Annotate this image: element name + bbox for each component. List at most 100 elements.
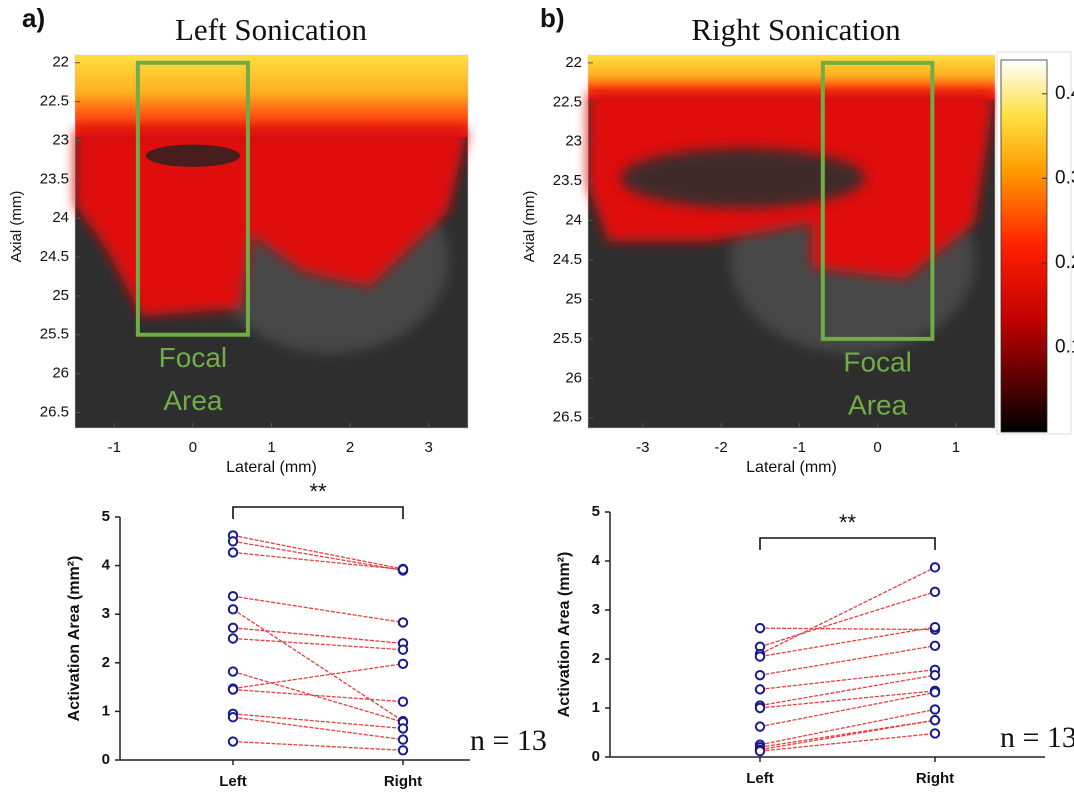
y-tick-label: 22.5 xyxy=(40,93,69,110)
y-tick-label: 24.5 xyxy=(40,248,69,265)
point xyxy=(399,735,407,743)
y-tick-label: 26 xyxy=(52,365,69,382)
y-tick-label: 23.5 xyxy=(40,170,69,187)
y-tick-label: 1 xyxy=(102,702,110,719)
point xyxy=(756,704,764,712)
pair-line xyxy=(760,646,935,675)
figure: FocalArea-101232222.52323.52424.52525.52… xyxy=(0,0,1074,793)
point xyxy=(931,671,939,679)
point xyxy=(229,605,237,613)
y-tick-label: 2 xyxy=(102,654,110,671)
point xyxy=(931,623,939,631)
focal-label: Focal xyxy=(159,342,227,373)
panel-label: a) xyxy=(22,3,45,33)
point xyxy=(229,537,237,545)
y-tick-label: 26.5 xyxy=(553,409,582,426)
pair-line xyxy=(233,742,403,751)
y-tick-label: 25 xyxy=(565,290,582,307)
pair-line xyxy=(233,609,403,721)
point xyxy=(229,737,237,745)
n-label: n = 13 xyxy=(470,724,547,757)
y-tick-label: 3 xyxy=(102,605,110,622)
point xyxy=(399,565,407,573)
x-tick-label: 0 xyxy=(189,439,197,456)
x-axis-label: Lateral (mm) xyxy=(746,459,837,476)
x-tick-label: 1 xyxy=(267,439,275,456)
y-tick-label: 4 xyxy=(102,557,111,574)
pair-line xyxy=(233,628,403,644)
x-tick-label: -1 xyxy=(793,439,806,456)
y-tick-label: 2 xyxy=(592,650,600,667)
pair-line xyxy=(760,628,935,629)
pair-line xyxy=(760,709,935,744)
significance-label: ** xyxy=(309,479,327,504)
pair-line xyxy=(760,592,935,647)
dark-patch xyxy=(146,145,240,167)
y-tick-label: 3 xyxy=(592,601,600,618)
point xyxy=(229,685,237,693)
chart-title: Right Sonication xyxy=(691,12,901,47)
pair-line xyxy=(760,627,935,656)
focal-label: Focal xyxy=(843,346,911,377)
y-tick-label: 25.5 xyxy=(40,326,69,343)
significance-bracket xyxy=(233,507,403,519)
y-axis-label: Axial (mm) xyxy=(8,191,25,263)
colorbar-tick-label: 0.2 xyxy=(1055,252,1074,273)
pair-line xyxy=(760,691,935,708)
focal-label: Area xyxy=(163,385,223,416)
significance-label: ** xyxy=(839,510,857,535)
point xyxy=(756,747,764,755)
point xyxy=(399,645,407,653)
point xyxy=(229,667,237,675)
point xyxy=(229,713,237,721)
point xyxy=(399,724,407,732)
pair-line xyxy=(233,541,403,570)
point xyxy=(229,592,237,600)
point xyxy=(399,618,407,626)
y-axis-label: Activation Area (mm²) xyxy=(66,556,83,722)
focal-label: Area xyxy=(848,389,908,420)
pair-line xyxy=(233,535,403,569)
y-tick-label: 1 xyxy=(592,699,600,716)
point xyxy=(229,548,237,556)
pair-line xyxy=(760,733,935,751)
x-axis-label: Lateral (mm) xyxy=(226,459,317,476)
pair-line xyxy=(233,552,403,569)
point xyxy=(931,729,939,737)
pair-line xyxy=(233,672,403,723)
significance-bracket xyxy=(760,538,935,550)
point xyxy=(399,660,407,668)
pair-line xyxy=(233,596,403,622)
y-tick-label: 22 xyxy=(52,54,69,71)
dark-patch xyxy=(621,148,865,208)
point xyxy=(931,563,939,571)
colorbar-tick-label: 0.3 xyxy=(1055,167,1074,188)
y-tick-label: 25.5 xyxy=(553,330,582,347)
point xyxy=(399,746,407,754)
pair-line xyxy=(233,639,403,650)
n-label: n = 13 xyxy=(1000,721,1074,754)
x-tick-label: 2 xyxy=(346,439,354,456)
y-tick-label: 4 xyxy=(592,552,601,569)
x-tick-label: Right xyxy=(384,773,422,790)
chart-title: Left Sonication xyxy=(175,12,367,47)
x-tick-label: -1 xyxy=(108,439,121,456)
x-tick-label: -3 xyxy=(636,439,649,456)
point xyxy=(931,642,939,650)
y-tick-label: 24 xyxy=(52,209,69,226)
activation-top xyxy=(75,55,468,137)
point xyxy=(931,716,939,724)
colorbar-tick-label: 0.4 xyxy=(1055,83,1074,104)
y-axis-label: Activation Area (mm²) xyxy=(556,552,573,718)
point xyxy=(931,688,939,696)
y-tick-label: 22.5 xyxy=(553,93,582,110)
y-tick-label: 24.5 xyxy=(553,251,582,268)
y-tick-label: 5 xyxy=(102,508,110,525)
pair-line xyxy=(760,720,935,749)
point xyxy=(756,671,764,679)
y-tick-label: 26.5 xyxy=(40,403,69,420)
point xyxy=(756,624,764,632)
pair-line xyxy=(760,692,935,726)
y-tick-label: 23.5 xyxy=(553,172,582,189)
pair-line xyxy=(233,690,403,702)
